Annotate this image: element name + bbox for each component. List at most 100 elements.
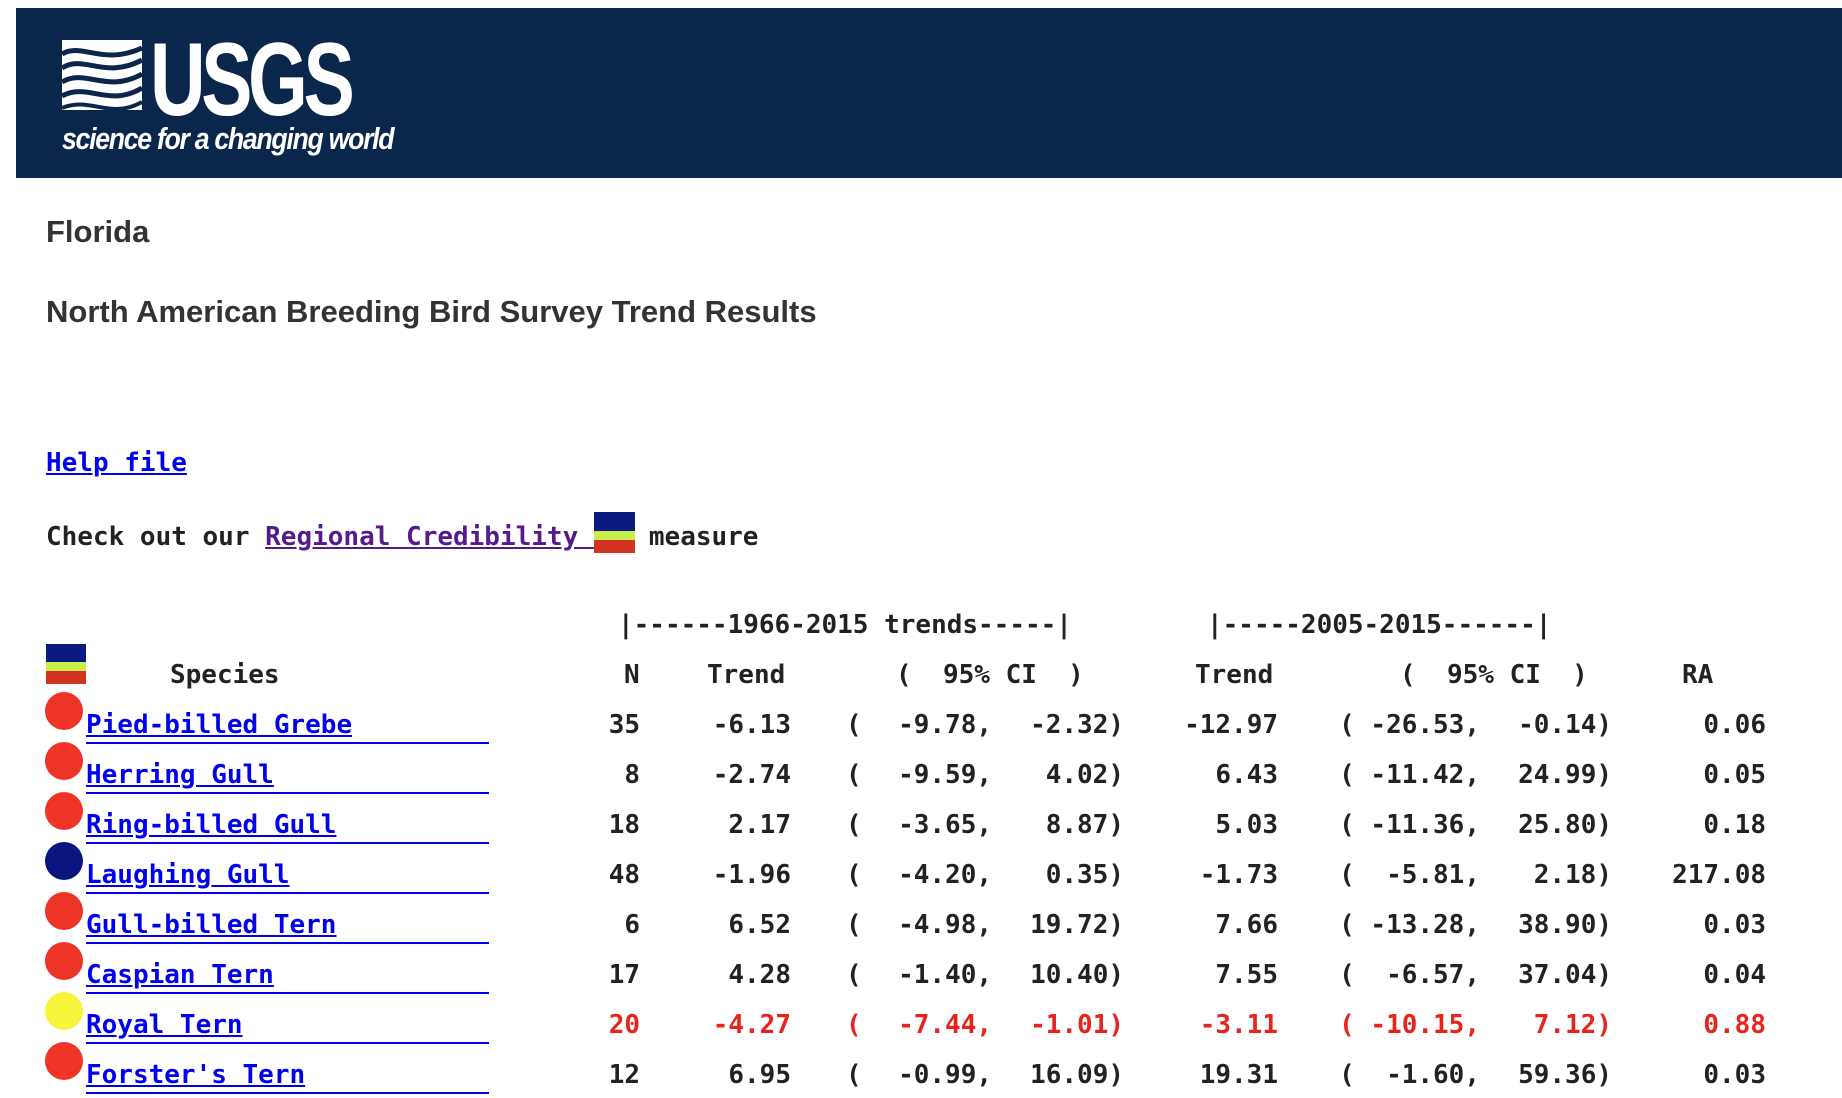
cell-ra: 0.03 — [1703, 910, 1766, 940]
cell-trend-2005: -1.73 — [1199, 860, 1278, 890]
header-ra: RA — [1682, 660, 1714, 690]
cell-trend-2005: 19.31 — [1199, 1060, 1278, 1090]
cell-trend-2005: 7.66 — [1215, 910, 1278, 940]
ci-open-paren: ( — [846, 960, 862, 990]
species-link[interactable]: Pied-billed Grebe — [86, 708, 489, 744]
page-title: North American Breeding Bird Survey Tren… — [46, 294, 817, 329]
cell-trend-2005: -3.11 — [1199, 1010, 1278, 1040]
cell-ci-low-1966: -1.40, — [898, 960, 992, 990]
table-row: Gull-billed Tern (6 6.52 -4.98, 19.72) 7.66 ( … — [0, 892, 1842, 958]
usgs-tagline: science for a changing world — [62, 121, 395, 156]
cell-trend-1966: -6.13 — [712, 710, 791, 740]
region-heading: Florida — [46, 214, 150, 249]
ci-open-paren: ( — [846, 710, 862, 740]
cell-ci-high-1966: 10.40) — [1030, 960, 1124, 990]
cell-n: 20 — [608, 1010, 640, 1040]
ci-open-paren: ( — [846, 810, 862, 840]
usgs-waves-icon — [62, 40, 142, 110]
cell-ci-low-2005: ( -11.36, — [1339, 810, 1480, 840]
credibility-red-dot-icon — [45, 792, 83, 830]
cell-ci-low-2005: ( -10.15, — [1339, 1010, 1480, 1040]
credibility-red-dot-icon — [45, 942, 83, 980]
cell-ci-low-2005: ( -26.53, — [1339, 710, 1480, 740]
cell-n: 18 — [608, 810, 640, 840]
cell-n: 6 — [624, 910, 640, 940]
species-link[interactable]: Gull-billed Tern — [86, 908, 489, 944]
cell-ci-high-2005: 7.12) — [1533, 1010, 1612, 1040]
credibility-red-dot-icon — [45, 892, 83, 930]
cell-trend-1966: 2.17 — [728, 810, 791, 840]
cell-ci-high-1966: -2.32) — [1030, 710, 1124, 740]
cell-trend-1966: 6.52 — [728, 910, 791, 940]
cell-ci-high-2005: 38.90) — [1518, 910, 1612, 940]
cell-n: 35 — [608, 710, 640, 740]
species-link[interactable]: Laughing Gull — [86, 858, 489, 894]
table-row: Herring Gull (8 -2.74 -9.59, 4.02) 6.43 ( -11.… — [0, 742, 1842, 808]
cell-ci-high-1966: -1.01) — [1030, 1010, 1124, 1040]
cell-n: 8 — [624, 760, 640, 790]
cell-ci-low-2005: ( -5.81, — [1339, 860, 1480, 890]
cell-trend-2005: -12.97 — [1184, 710, 1278, 740]
header-trend-1966: Trend — [707, 660, 786, 690]
regional-credibility-line: Check out our Regional Credibility measu… — [46, 512, 758, 557]
credibility-flag-icon[interactable] — [593, 512, 635, 553]
credibility-column-icon — [46, 644, 86, 684]
cell-ci-high-1966: 0.35) — [1045, 860, 1124, 890]
species-link[interactable]: Royal Tern — [86, 1008, 489, 1044]
cell-trend-2005: 7.55 — [1215, 960, 1278, 990]
cell-ci-low-2005: ( -6.57, — [1339, 960, 1480, 990]
regional-credibility-link[interactable]: Regional Credibility — [265, 522, 594, 552]
species-link[interactable]: Forster's Tern — [86, 1058, 489, 1094]
cell-n: 48 — [608, 860, 640, 890]
credibility-red-dot-icon — [45, 692, 83, 730]
cell-ci-high-2005: 59.36) — [1518, 1060, 1612, 1090]
ci-open-paren: ( — [846, 860, 862, 890]
cell-ci-low-1966: -9.78, — [898, 710, 992, 740]
help-file-link[interactable]: Help file — [46, 448, 187, 478]
cell-trend-2005: 5.03 — [1215, 810, 1278, 840]
table-row: Royal Tern (20 -4.27 -7.44, -1.01) -3.11 ( -10… — [0, 992, 1842, 1058]
table-row: Caspian Tern (17 4.28 -1.40, 10.40) 7.55 ( -6.… — [0, 942, 1842, 1008]
cell-ra: 217.08 — [1672, 860, 1766, 890]
cell-ci-low-1966: -4.20, — [898, 860, 992, 890]
cell-trend-1966: 6.95 — [728, 1060, 791, 1090]
header-species: Species — [170, 660, 280, 690]
cell-ra: 0.88 — [1703, 1010, 1766, 1040]
period-2005-2015-label: |-----2005-2015------| — [1207, 610, 1552, 640]
species-link[interactable]: Ring-billed Gull — [86, 808, 489, 844]
check-suffix-text: measure — [648, 522, 759, 552]
species-link[interactable]: Herring Gull — [86, 758, 489, 794]
cell-ra: 0.18 — [1703, 810, 1766, 840]
cell-ci-low-1966: -9.59, — [898, 760, 992, 790]
cell-ci-high-1966: 8.87) — [1045, 810, 1124, 840]
cell-ra: 0.06 — [1703, 710, 1766, 740]
cell-ci-low-1966: -4.98, — [898, 910, 992, 940]
credibility-yellow-dot-icon — [45, 992, 83, 1030]
period-1966-2015-label: |------1966-2015 trends-----| — [618, 610, 1072, 640]
cell-ra: 0.05 — [1703, 760, 1766, 790]
cell-ci-low-2005: ( -1.60, — [1339, 1060, 1480, 1090]
species-link[interactable]: Caspian Tern — [86, 958, 489, 994]
usgs-banner: USGS science for a changing world — [16, 8, 1842, 178]
cell-ra: 0.03 — [1703, 1060, 1766, 1090]
cell-ci-high-2005: 2.18) — [1533, 860, 1612, 890]
cell-ci-high-2005: 25.80) — [1518, 810, 1612, 840]
cell-ci-low-1966: -7.44, — [898, 1010, 992, 1040]
check-prefix-text: Check out our — [46, 522, 250, 552]
cell-trend-1966: 4.28 — [728, 960, 791, 990]
cell-trend-1966: -2.74 — [712, 760, 791, 790]
table-row: Pied-billed Grebe (35 -6.13 -9.78, -2.32) -12… — [0, 692, 1842, 758]
ci-open-paren: ( — [846, 760, 862, 790]
cell-ci-high-1966: 4.02) — [1045, 760, 1124, 790]
header-ci-2005: ( 95% CI ) — [1400, 660, 1588, 690]
cell-n: 12 — [608, 1060, 640, 1090]
usgs-logo[interactable]: USGS science for a changing world — [46, 28, 395, 160]
cell-ci-low-1966: -3.65, — [898, 810, 992, 840]
cell-ci-low-2005: ( -11.42, — [1339, 760, 1480, 790]
table-row: Ring-billed Gull (18 2.17 -3.65, 8.87) 5.03 ( … — [0, 792, 1842, 858]
ci-open-paren: ( — [846, 910, 862, 940]
header-ci-1966: ( 95% CI ) — [896, 660, 1084, 690]
cell-ci-high-2005: 24.99) — [1518, 760, 1612, 790]
cell-trend-2005: 6.43 — [1215, 760, 1278, 790]
credibility-red-dot-icon — [45, 1042, 83, 1080]
